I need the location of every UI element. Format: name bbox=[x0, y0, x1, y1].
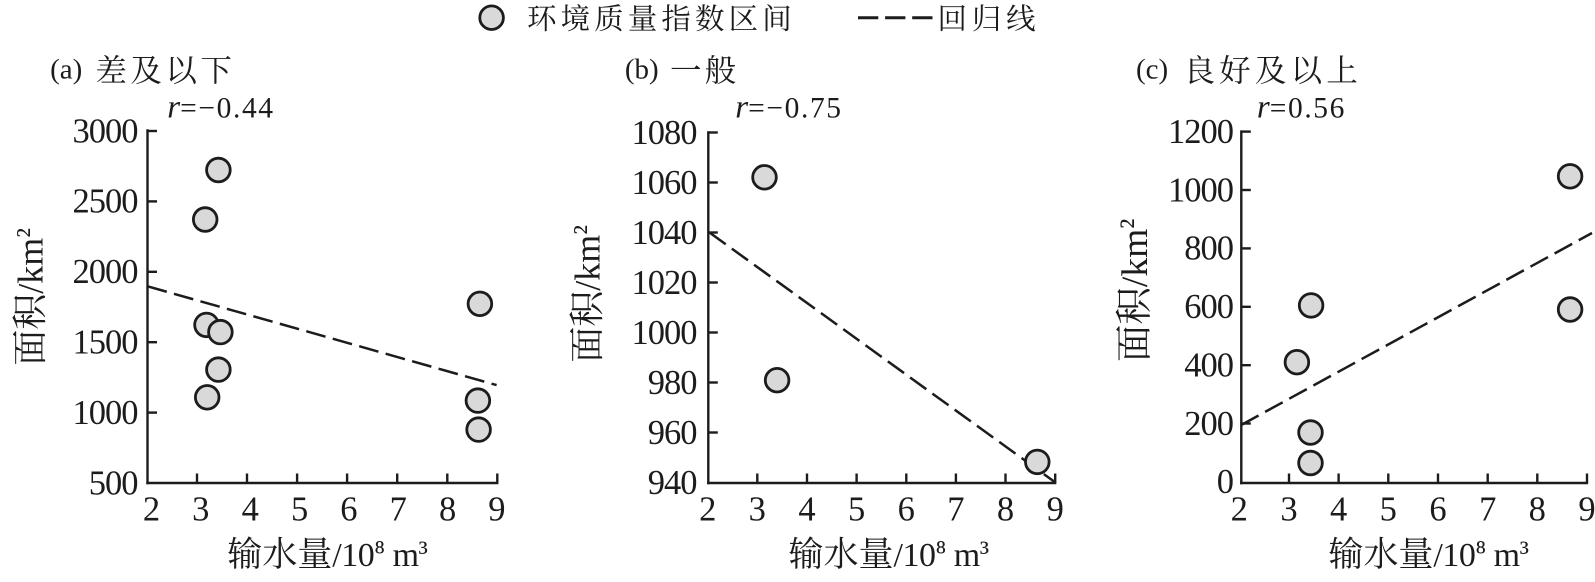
svg-text:1040: 1040 bbox=[632, 214, 697, 252]
svg-text:960: 960 bbox=[648, 414, 697, 452]
svg-text:1000: 1000 bbox=[1168, 171, 1233, 209]
svg-text:1060: 1060 bbox=[632, 164, 697, 202]
svg-text:6: 6 bbox=[898, 491, 915, 529]
svg-text:5: 5 bbox=[848, 491, 865, 529]
svg-text:2: 2 bbox=[699, 491, 716, 529]
svg-text:(a): (a) bbox=[50, 54, 82, 86]
svg-text:1500: 1500 bbox=[73, 324, 138, 362]
svg-text:5: 5 bbox=[1380, 491, 1397, 529]
svg-text:3: 3 bbox=[749, 491, 766, 529]
svg-text:200: 200 bbox=[1184, 405, 1233, 443]
svg-text:980: 980 bbox=[648, 364, 697, 402]
svg-text:2: 2 bbox=[143, 491, 160, 529]
svg-text:1000: 1000 bbox=[632, 314, 697, 352]
svg-text:940: 940 bbox=[648, 464, 697, 502]
svg-text:9: 9 bbox=[1047, 491, 1064, 529]
svg-text:/10⁸ m³: /10⁸ m³ bbox=[1433, 534, 1528, 574]
svg-text:1080: 1080 bbox=[632, 114, 697, 152]
svg-text:4: 4 bbox=[1330, 491, 1347, 529]
svg-text:800: 800 bbox=[1184, 230, 1233, 268]
svg-text:/10⁸ m³: /10⁸ m³ bbox=[894, 534, 989, 574]
svg-text:r=−0.75: r=−0.75 bbox=[735, 90, 842, 126]
svg-text:9: 9 bbox=[488, 491, 505, 529]
svg-text:/km²: /km² bbox=[10, 228, 51, 294]
svg-text:600: 600 bbox=[1184, 288, 1233, 326]
svg-text:7: 7 bbox=[390, 491, 407, 529]
svg-text:2: 2 bbox=[1231, 491, 1248, 529]
svg-text:8: 8 bbox=[439, 491, 456, 529]
svg-text:3: 3 bbox=[192, 491, 209, 529]
svg-text:500: 500 bbox=[89, 464, 138, 502]
svg-text:9: 9 bbox=[1578, 491, 1595, 529]
svg-text:5: 5 bbox=[291, 491, 308, 529]
svg-text:6: 6 bbox=[1429, 491, 1446, 529]
svg-text:400: 400 bbox=[1184, 347, 1233, 385]
svg-text:/km²: /km² bbox=[1114, 219, 1156, 288]
svg-text:3000: 3000 bbox=[73, 112, 138, 150]
svg-text:(b): (b) bbox=[625, 54, 659, 86]
svg-text:r=0.56: r=0.56 bbox=[1257, 90, 1346, 126]
svg-text:/10⁸ m³: /10⁸ m³ bbox=[332, 534, 427, 574]
svg-text:7: 7 bbox=[947, 491, 964, 529]
svg-text:1020: 1020 bbox=[632, 264, 697, 302]
svg-text:4: 4 bbox=[242, 491, 259, 529]
svg-text:/km²: /km² bbox=[567, 225, 608, 291]
svg-text:7: 7 bbox=[1479, 491, 1496, 529]
svg-text:3: 3 bbox=[1280, 491, 1297, 529]
svg-text:(c): (c) bbox=[1136, 54, 1168, 86]
svg-text:2500: 2500 bbox=[73, 183, 138, 221]
svg-text:8: 8 bbox=[997, 491, 1014, 529]
svg-text:4: 4 bbox=[798, 491, 815, 529]
svg-text:6: 6 bbox=[340, 491, 357, 529]
svg-text:0: 0 bbox=[1217, 463, 1233, 501]
svg-text:8: 8 bbox=[1529, 491, 1546, 529]
svg-text:r=−0.44: r=−0.44 bbox=[167, 90, 274, 126]
svg-text:1000: 1000 bbox=[73, 394, 138, 432]
svg-text:2000: 2000 bbox=[73, 253, 138, 291]
svg-text:1200: 1200 bbox=[1168, 113, 1233, 151]
